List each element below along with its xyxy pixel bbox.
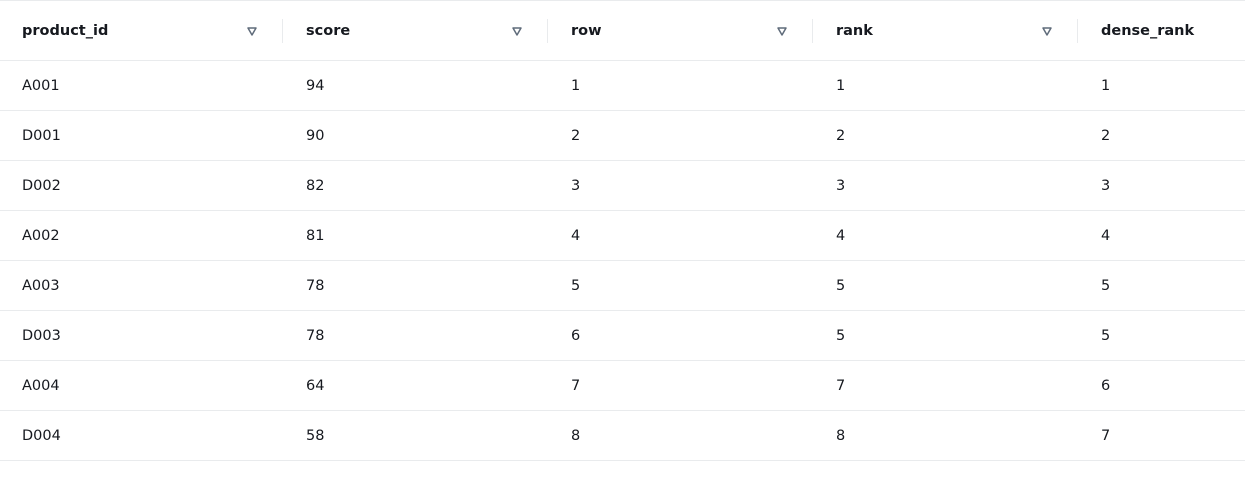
table-row: A001 94 1 1 1 <box>0 61 1245 111</box>
table-row: A003 78 5 5 5 <box>0 261 1245 311</box>
table-cell: 78 <box>306 327 325 344</box>
column-title: dense_rank <box>1101 22 1195 39</box>
table-row: A002 81 4 4 4 <box>0 211 1245 261</box>
table-cell: 1 <box>571 77 581 94</box>
table-cell: 2 <box>571 127 581 144</box>
table-cell: A002 <box>22 227 60 244</box>
table-cell: 8 <box>836 427 846 444</box>
table-cell: 82 <box>306 177 325 194</box>
table-cell: 7 <box>571 377 581 394</box>
table-cell: 1 <box>836 77 846 94</box>
header-row: product_id score row rank dense_rank <box>0 0 1245 61</box>
table-cell: 8 <box>571 427 581 444</box>
sort-icon[interactable] <box>1041 25 1053 37</box>
column-header[interactable]: row <box>547 1 812 60</box>
table-cell: 5 <box>1101 327 1111 344</box>
column-title: product_id <box>22 22 109 39</box>
table-cell: 5 <box>836 277 846 294</box>
table-cell: 1 <box>1101 77 1111 94</box>
table-cell: 64 <box>306 377 325 394</box>
column-title: row <box>571 22 602 39</box>
sort-triangle <box>777 27 787 36</box>
table-cell: D004 <box>22 427 61 444</box>
sort-triangle <box>1042 27 1052 36</box>
column-header[interactable]: dense_rank <box>1077 1 1245 60</box>
table-cell: 4 <box>571 227 581 244</box>
table-cell: 5 <box>1101 277 1111 294</box>
table-cell: 4 <box>1101 227 1111 244</box>
table-cell: D003 <box>22 327 61 344</box>
table-cell: 2 <box>1101 127 1111 144</box>
table-cell: 4 <box>836 227 846 244</box>
sort-triangle <box>512 27 522 36</box>
table-cell: 7 <box>836 377 846 394</box>
table-cell: 3 <box>1101 177 1111 194</box>
table-cell: 6 <box>1101 377 1111 394</box>
column-header[interactable]: score <box>282 1 547 60</box>
table-row: A004 64 7 7 6 <box>0 361 1245 411</box>
table-cell: 6 <box>571 327 581 344</box>
sort-icon[interactable] <box>776 25 788 37</box>
table-cell: 5 <box>836 327 846 344</box>
table-cell: A004 <box>22 377 60 394</box>
table-cell: A003 <box>22 277 60 294</box>
data-table: product_id score row rank dense_rank A001 94 1 1… <box>0 0 1245 461</box>
column-header[interactable]: product_id <box>0 1 282 60</box>
table-cell: 3 <box>571 177 581 194</box>
sort-triangle <box>247 27 257 36</box>
table-cell: 5 <box>571 277 581 294</box>
table-row: D003 78 6 5 5 <box>0 311 1245 361</box>
table-cell: 3 <box>836 177 846 194</box>
table-cell: 7 <box>1101 427 1111 444</box>
sort-icon[interactable] <box>511 25 523 37</box>
table-cell: 2 <box>836 127 846 144</box>
table-row: D001 90 2 2 2 <box>0 111 1245 161</box>
table-row: D004 58 8 8 7 <box>0 411 1245 461</box>
table-cell: 58 <box>306 427 325 444</box>
column-title: score <box>306 22 351 39</box>
column-header[interactable]: rank <box>812 1 1077 60</box>
table-cell: 94 <box>306 77 325 94</box>
table-cell: 81 <box>306 227 325 244</box>
table-cell: 90 <box>306 127 325 144</box>
table-cell: A001 <box>22 77 60 94</box>
table-row: D002 82 3 3 3 <box>0 161 1245 211</box>
table-cell: D002 <box>22 177 61 194</box>
table-cell: D001 <box>22 127 61 144</box>
sort-icon[interactable] <box>246 25 258 37</box>
table-cell: 78 <box>306 277 325 294</box>
column-title: rank <box>836 22 873 39</box>
